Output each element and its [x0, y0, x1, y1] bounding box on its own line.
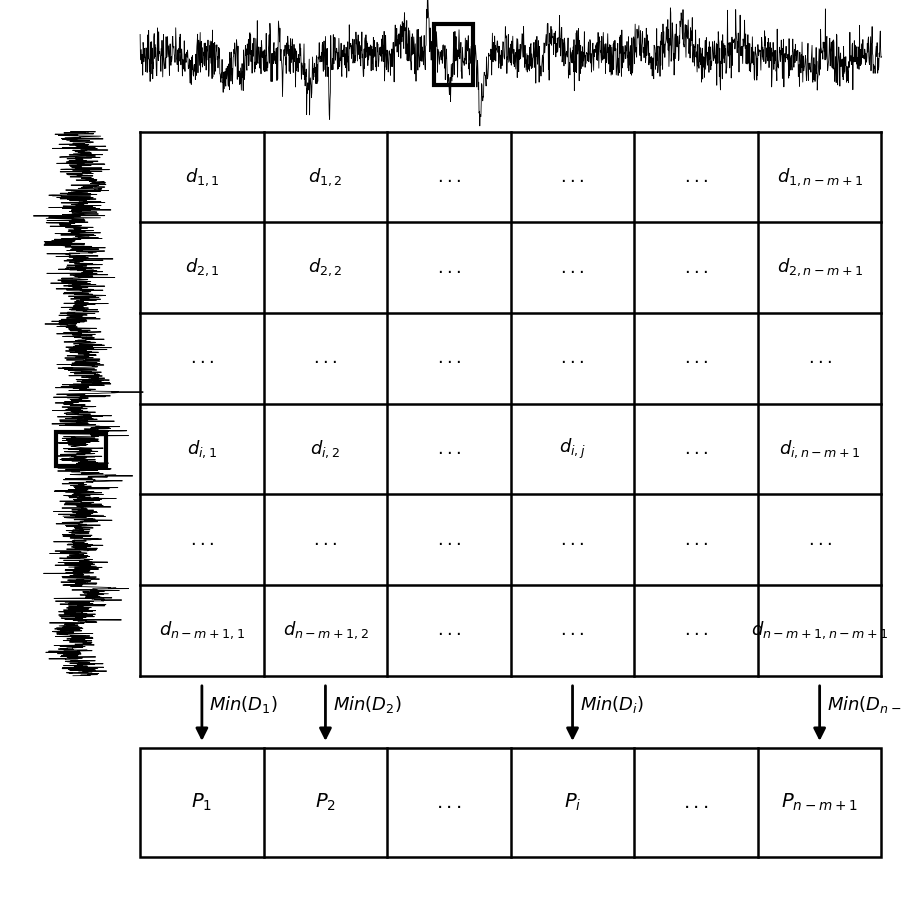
- Text: $d_{2,1}$: $d_{2,1}$: [184, 257, 219, 278]
- Text: $...$: $...$: [560, 531, 584, 549]
- Text: $...$: $...$: [436, 531, 461, 549]
- Text: $...$: $...$: [684, 621, 707, 639]
- Text: $d_{1,1}$: $d_{1,1}$: [184, 166, 219, 188]
- Text: $Min(D_2)$: $Min(D_2)$: [332, 694, 401, 715]
- Text: $...$: $...$: [436, 621, 461, 639]
- Text: $...$: $...$: [806, 531, 831, 549]
- Text: $...$: $...$: [560, 349, 584, 367]
- Text: $d_{2,n-m+1}$: $d_{2,n-m+1}$: [776, 257, 861, 278]
- Text: $...$: $...$: [436, 349, 461, 367]
- Text: $P_1$: $P_1$: [191, 792, 212, 814]
- Text: $...$: $...$: [436, 258, 461, 277]
- Text: $...$: $...$: [436, 440, 461, 458]
- Text: $Min(D_{n-m+1})$: $Min(D_{n-m+1})$: [826, 694, 903, 715]
- Text: $d_{n-m+1,1}$: $d_{n-m+1,1}$: [159, 619, 245, 641]
- Text: $...$: $...$: [560, 621, 584, 639]
- Text: $d_{1,2}$: $d_{1,2}$: [308, 166, 342, 188]
- Text: $...$: $...$: [436, 168, 461, 186]
- Text: $d_{n-m+1,n-m+1}$: $d_{n-m+1,n-m+1}$: [750, 619, 888, 641]
- Text: $Min(D_1)$: $Min(D_1)$: [209, 694, 277, 715]
- Text: $...$: $...$: [190, 349, 214, 367]
- Text: $d_{i,2}$: $d_{i,2}$: [310, 438, 340, 460]
- Text: $...$: $...$: [684, 168, 707, 186]
- Text: $...$: $...$: [313, 531, 337, 549]
- Text: $...$: $...$: [560, 258, 584, 277]
- Text: $...$: $...$: [684, 349, 707, 367]
- Text: $d_{n-m+1,2}$: $d_{n-m+1,2}$: [283, 619, 368, 641]
- Text: $d_{i,n-m+1}$: $d_{i,n-m+1}$: [778, 438, 860, 460]
- Text: $...$: $...$: [684, 440, 707, 458]
- Text: $...$: $...$: [560, 168, 584, 186]
- Text: $d_{i,j}$: $d_{i,j}$: [558, 437, 585, 461]
- Text: $d_{2,2}$: $d_{2,2}$: [308, 257, 342, 278]
- Text: $P_i$: $P_i$: [563, 792, 581, 814]
- Text: $...$: $...$: [684, 258, 707, 277]
- Text: $P_2$: $P_2$: [314, 792, 336, 814]
- Text: $...$: $...$: [806, 349, 831, 367]
- Text: $...$: $...$: [313, 349, 337, 367]
- Text: $d_{1,n-m+1}$: $d_{1,n-m+1}$: [776, 166, 861, 188]
- Text: $P_{n-m+1}$: $P_{n-m+1}$: [780, 792, 857, 814]
- Text: $...$: $...$: [190, 531, 214, 549]
- Bar: [140, 748, 880, 857]
- Text: $...$: $...$: [684, 531, 707, 549]
- Text: $Min(D_i)$: $Min(D_i)$: [579, 694, 643, 715]
- Bar: [56, 432, 107, 466]
- Bar: [433, 24, 473, 85]
- Text: $d_{i,1}$: $d_{i,1}$: [187, 438, 217, 460]
- Text: $...$: $...$: [683, 794, 708, 812]
- Text: $...$: $...$: [435, 794, 461, 812]
